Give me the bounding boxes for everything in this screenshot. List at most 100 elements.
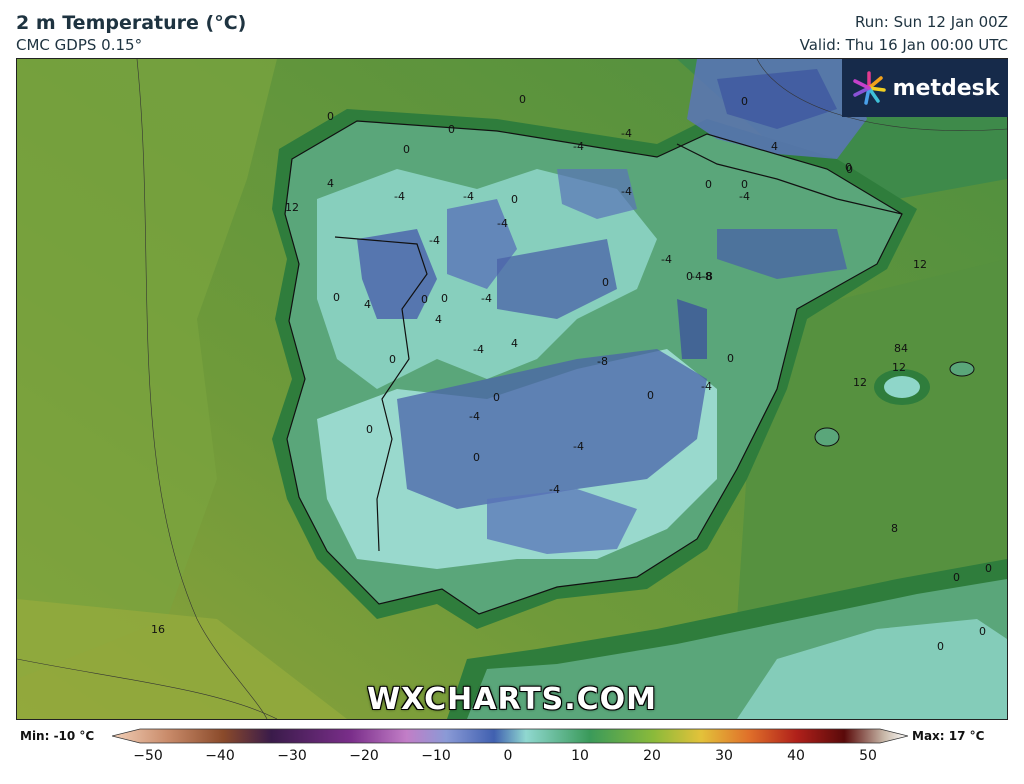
contour-label: -4 — [497, 217, 508, 230]
model-label: CMC GDPS 0.15° — [16, 36, 143, 54]
contour-label: 0 — [519, 93, 526, 106]
cold-core-northwest — [357, 229, 437, 319]
min-temperature-label: Min: -10 °C — [20, 729, 95, 743]
colorbar-tick-label: −30 — [277, 748, 307, 764]
temperature-map: 0 0 0 0 -4 -4 -4 -4 0 -4 4 12 -4 0 0 4 0 -4 4 4 -4 0 0 -8 -8 -4 0 0… — [16, 58, 1008, 720]
contour-label: 0 — [333, 291, 340, 304]
cold-core-south — [487, 489, 637, 554]
cold-core-central-north — [497, 239, 617, 319]
starburst-logo-icon — [852, 71, 886, 105]
contour-line — [756, 59, 1007, 131]
max-temperature-label: Max: 17 °C — [912, 729, 985, 743]
contour-line — [17, 658, 278, 719]
contour-label: 4 — [435, 313, 442, 326]
contour-label: -4 — [469, 410, 480, 423]
valid-time-label: Valid: Thu 16 Jan 00:00 UTC — [799, 36, 1008, 54]
colorbar-tick-label: 40 — [787, 748, 805, 764]
contour-label: 4 — [364, 298, 371, 311]
colorbar-tick-label: −20 — [349, 748, 379, 764]
portugal-border — [334, 236, 428, 552]
france-border — [676, 143, 903, 215]
contour-label: 0 — [741, 178, 748, 191]
wxcharts-watermark: WXCHARTS.COM — [366, 682, 658, 717]
contour-label: 0 — [686, 270, 693, 283]
contour-label: 0 — [602, 276, 609, 289]
contour-label: -4 — [481, 292, 492, 305]
mallorca-island — [884, 376, 920, 398]
contour-label: 12 — [892, 361, 906, 374]
contour-label: -4 — [473, 343, 484, 356]
ibiza-island — [814, 427, 840, 447]
logo-text: metdesk — [892, 75, 1000, 101]
contour-label: 12 — [285, 201, 299, 214]
contour-label: 0 — [985, 562, 992, 575]
contour-label: -4 — [429, 234, 440, 247]
cold-core-ebro — [717, 229, 847, 279]
contour-label: 4 — [771, 140, 778, 153]
contour-label: 0 — [389, 353, 396, 366]
contour-label: -4 — [621, 185, 632, 198]
contour-label: 12 — [853, 376, 867, 389]
coastline — [284, 120, 903, 615]
contour-label: 0 — [705, 178, 712, 191]
colorbar-tick-label: 30 — [715, 748, 733, 764]
colorbar-tick-label: 0 — [503, 748, 513, 764]
contour-label: 0 — [845, 161, 852, 174]
contour-label: 0 — [979, 625, 986, 638]
contour-label: -4 — [573, 440, 584, 453]
north-africa-cold-area — [737, 619, 1007, 719]
colorbar-tick-label: 20 — [643, 748, 661, 764]
contour-label: 0 — [647, 389, 654, 402]
contour-line — [136, 59, 268, 719]
contour-label: -4 — [463, 190, 474, 203]
contour-label: 4 — [511, 337, 518, 350]
contour-label: 0 — [741, 95, 748, 108]
contour-label: -4 — [739, 190, 750, 203]
contour-label: 16 — [151, 623, 165, 636]
contour-label: 0 — [327, 110, 334, 123]
contour-label: 0 — [421, 293, 428, 306]
contour-label: -4 — [661, 253, 672, 266]
temperature-colorbar — [112, 728, 908, 744]
contour-label: 0 — [473, 451, 480, 464]
cold-core-east — [677, 299, 707, 359]
run-label: Run: Sun 12 Jan 00Z — [855, 13, 1008, 31]
cold-core-burgos — [557, 169, 637, 219]
contour-label: 0 — [493, 391, 500, 404]
contour-label: 0 — [366, 423, 373, 436]
contour-label: 0 — [511, 193, 518, 206]
contour-label: 0 — [727, 352, 734, 365]
contour-label: -4 — [394, 190, 405, 203]
contour-label: -4 — [701, 380, 712, 393]
southwest-sea-area — [17, 599, 347, 719]
chart-title: 2 m Temperature (°C) — [16, 12, 247, 34]
france-cold-core — [717, 69, 837, 129]
contour-label: 4 — [327, 177, 334, 190]
contour-label: -8 — [597, 355, 608, 368]
contour-label: 0 — [953, 571, 960, 584]
mediterranean-sea-area — [737, 259, 1007, 619]
colorbar-tick-label: −40 — [205, 748, 235, 764]
contour-label: -4 — [573, 140, 584, 153]
colorbar-tick-label: 10 — [571, 748, 589, 764]
atlantic-sea-area — [17, 59, 277, 679]
contour-label: -4 — [621, 127, 632, 140]
colorbar-tick-label: −10 — [421, 748, 451, 764]
contour-label: 0 — [403, 143, 410, 156]
contour-label: 12 — [913, 258, 927, 271]
contour-label: -4-8 — [691, 270, 713, 283]
colorbar-tick-label: −50 — [133, 748, 163, 764]
contour-label: 0 — [937, 640, 944, 653]
metdesk-logo: metdesk — [842, 59, 1008, 117]
colorbar-ticks: −50 −40 −30 −20 −10 0 10 20 30 40 50 — [0, 748, 1024, 772]
menorca-island — [949, 361, 975, 377]
contour-label: -8 — [701, 270, 712, 283]
contour-label: -4 — [549, 483, 560, 496]
cold-core-meseta — [397, 349, 707, 509]
contour-label: 0 — [846, 163, 853, 176]
contour-label: 84 — [894, 342, 908, 355]
contour-label: 0 — [441, 292, 448, 305]
contour-label: 0 — [448, 123, 455, 136]
